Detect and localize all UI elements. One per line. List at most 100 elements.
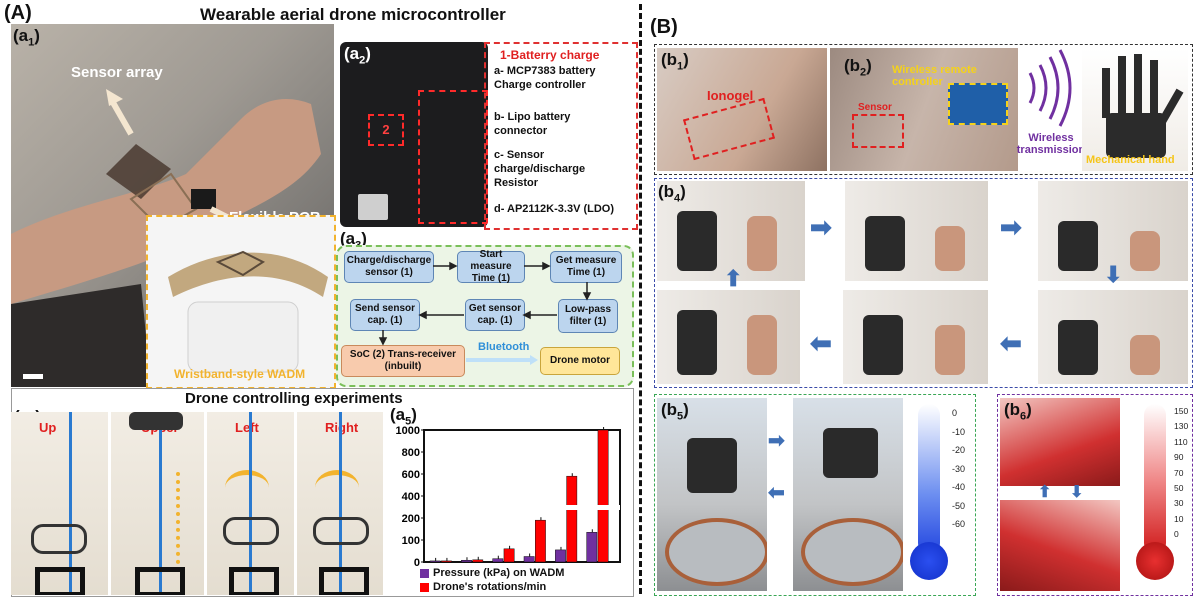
legend-item-a: a- MCP7383 battery Charge controller: [494, 65, 596, 91]
bar-pressure: [586, 532, 598, 563]
flow-drone-motor: Drone motor: [540, 347, 620, 375]
legend-swatch-purple: [420, 568, 429, 578]
direction-up: Up: [39, 420, 57, 435]
a4-photo-upper: Upper: [111, 412, 204, 595]
arrow-up: ⬆: [724, 266, 743, 291]
scale-tick: -30: [952, 463, 966, 474]
scale-tick: 10: [1174, 513, 1184, 524]
b5-label: (b5): [661, 400, 689, 423]
thermometer-tube: [1144, 404, 1166, 554]
b2-photo: (b2) Wireless remote controller Sensor: [830, 48, 1018, 171]
robot-hand: [865, 216, 905, 271]
tether-line: [159, 412, 162, 595]
board-region-2: 2: [368, 114, 404, 146]
a1-photo: (a1) Sensor array Flexible PCB: [11, 24, 334, 387]
bluetooth-label: Bluetooth: [478, 341, 530, 353]
cold-scale: 0 -10 -20 -30 -40 -50 -60: [952, 404, 965, 534]
thermometer-bulb: [910, 542, 948, 580]
scale-tick: 90: [1174, 452, 1184, 463]
hot-scale: 150 130 110 90 70 50 30 10 0: [1174, 404, 1188, 543]
legend-item-b: b- Lipo battery connector: [494, 111, 571, 137]
a2-label: (a2): [344, 44, 371, 67]
b4-frame-5: [843, 290, 988, 384]
b5-arrow-right: ➡: [768, 430, 785, 452]
a4-photo-left: Left: [207, 412, 294, 595]
bar-pressure: [492, 558, 504, 563]
bar-rotations: [503, 548, 515, 563]
scale-tick: -60: [952, 519, 966, 529]
human-finger: [935, 226, 965, 271]
drone-icon: [129, 412, 183, 430]
b5-arrow-left: ⬅: [768, 482, 785, 504]
b5-photo-1: (b5): [657, 398, 767, 591]
y-tick-label: 800: [402, 447, 420, 459]
y-tick-label: 1000: [396, 425, 420, 437]
a1-scale-bar: [23, 374, 43, 379]
flow-soc: SoC (2) Trans-receiver (inbuilt): [341, 345, 465, 377]
b6-label: (b6): [1004, 400, 1032, 423]
b5-frame: [654, 394, 976, 596]
thermometer-bulb: [1136, 542, 1174, 580]
bar-pressure: [555, 549, 566, 563]
b5-photo-2: [793, 398, 903, 591]
human-finger: [1130, 335, 1160, 375]
scale-tick: 70: [1174, 467, 1184, 478]
bar-rotations: [441, 560, 452, 563]
axis-break: [484, 505, 620, 510]
b6-frame: [997, 394, 1193, 596]
cold-thermometer: [910, 402, 948, 587]
sensor-array-label: Sensor array: [71, 64, 163, 81]
scale-tick: 110: [1174, 436, 1188, 447]
base-stand: [319, 567, 369, 595]
flow-lowpass: Low-pass filter (1): [558, 299, 618, 333]
y-tick-label: 200: [402, 513, 420, 525]
bar-pressure: [523, 556, 535, 563]
panel-a-label: (A): [4, 2, 32, 24]
wristband-inset: Wristband-style WADM: [146, 215, 336, 389]
wireless-waves-icon: [1028, 49, 1072, 127]
b1-photo: (b1) Ionogel: [657, 48, 827, 171]
legend-entry-pressure: Pressure (kPa) on WADM: [420, 567, 564, 579]
flow-get-cap: Get sensor cap. (1): [465, 299, 525, 331]
bar-rotations: [535, 519, 546, 563]
b6-photo-1: (b6): [1000, 398, 1120, 486]
a4-photo-up: Up: [11, 412, 108, 595]
b4-label: (b4): [658, 182, 686, 205]
board-region-1: [418, 90, 488, 224]
b4-frame-4: [1038, 290, 1188, 384]
robot-hand: [823, 428, 878, 478]
scale-tick: 0: [1174, 529, 1179, 540]
legend-text-pressure: Pressure (kPa) on WADM: [433, 567, 565, 579]
drone-icon: [313, 517, 369, 545]
drone-section-title: Drone controlling experiments: [185, 390, 403, 407]
flow-send-cap: Send sensor cap. (1): [350, 299, 420, 331]
robot-hand: [677, 310, 717, 375]
bar-pressure: [461, 559, 472, 563]
wristband-device-illustration: [168, 250, 328, 373]
legend-title: 1-Batterry charge: [500, 48, 600, 62]
wireless-signal: Wireless transmission: [1017, 48, 1085, 171]
scale-tick: 50: [1174, 483, 1184, 494]
direction-left: Left: [235, 420, 259, 435]
controller-label: Wireless remote controller: [892, 64, 977, 88]
bar-rotations: [566, 475, 578, 563]
flow-arrows: [378, 261, 592, 365]
robot-hand: [863, 315, 903, 375]
arrow-right-1: ➡: [810, 212, 832, 242]
wristband-label: Wristband-style WADM: [174, 367, 306, 381]
human-finger: [1130, 231, 1160, 271]
up-arrow: [176, 472, 184, 572]
bar-pressure: [429, 560, 441, 563]
scale-tick: 0: [952, 408, 958, 418]
arrow-right-2: ➡: [1000, 212, 1022, 242]
scale-tick: -20: [952, 445, 966, 455]
scale-tick: -40: [952, 482, 966, 492]
tether-line: [339, 412, 342, 595]
finger-sensor-box: [682, 97, 776, 161]
b2-label: (b2): [844, 56, 872, 79]
a1-wrist-illustration: [11, 89, 321, 387]
arrow-left-2: ⬅: [810, 328, 832, 358]
legend-entry-rotations: Drone's rotations/min: [420, 581, 564, 593]
scale-tick: 130: [1174, 421, 1189, 432]
tether-line: [69, 412, 72, 595]
